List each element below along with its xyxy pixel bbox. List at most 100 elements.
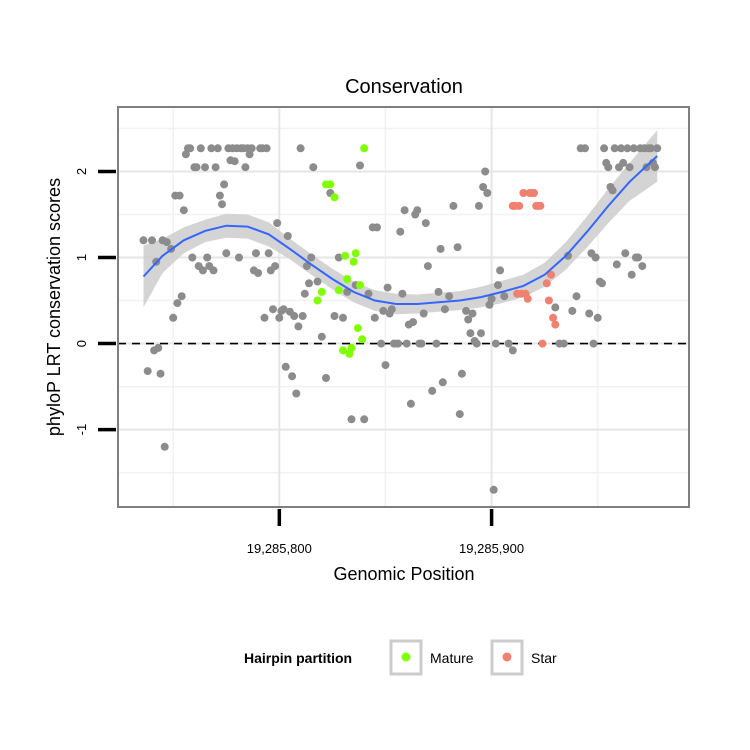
legend-marker-mature [401, 652, 411, 662]
point-other [551, 303, 560, 312]
point-other [434, 287, 443, 296]
point-star [530, 189, 538, 197]
point-other [360, 415, 369, 424]
point-other [468, 309, 477, 318]
point-other [417, 339, 426, 348]
point-other [162, 238, 171, 247]
point-mature [326, 180, 335, 189]
point-star [519, 189, 528, 197]
point-other [296, 144, 305, 153]
point-other [283, 232, 292, 240]
point-other [494, 281, 502, 290]
point-star [536, 201, 545, 210]
point-other [179, 206, 188, 215]
legend: Hairpin partition Mature Star [244, 639, 557, 676]
point-other [322, 374, 330, 382]
point-other [201, 163, 209, 172]
point-other [400, 206, 409, 215]
point-other [373, 223, 381, 232]
point-other [436, 244, 445, 253]
point-other [462, 306, 471, 315]
point-mature [313, 296, 322, 305]
point-other [445, 292, 454, 301]
point-other [181, 150, 190, 159]
point-other [589, 339, 598, 348]
y-tick-label: 0 [74, 340, 89, 347]
point-other [381, 361, 390, 370]
point-other [421, 219, 430, 228]
point-star [523, 294, 532, 303]
confidence-band [143, 130, 658, 315]
point-other [619, 158, 628, 167]
point-mature [349, 257, 358, 266]
point-mature [341, 251, 350, 260]
point-other [334, 253, 343, 262]
point-other [394, 339, 403, 348]
point-other [489, 485, 498, 494]
point-other [491, 339, 500, 348]
point-other [364, 289, 373, 298]
point-other [464, 315, 473, 324]
point-other [449, 201, 458, 210]
point-other [638, 262, 647, 271]
point-other [292, 389, 301, 398]
point-other [203, 253, 212, 262]
confidence-band-area [143, 130, 658, 315]
y-axis-title: phyloP LRT conservation scores [44, 178, 64, 436]
point-other [313, 277, 322, 286]
point-other [496, 266, 505, 275]
legend-label-star: Star [531, 650, 557, 666]
point-other [585, 309, 594, 318]
x-axis: 19,285,800 19,285,900 [247, 509, 524, 556]
point-star [549, 313, 558, 322]
point-other [198, 266, 207, 275]
point-other [598, 279, 606, 288]
point-other [288, 372, 297, 381]
point-other [264, 249, 273, 258]
point-mature [345, 349, 354, 358]
point-other [508, 346, 517, 355]
point-other [260, 313, 269, 322]
point-other [215, 191, 224, 200]
point-other [593, 313, 602, 322]
point-other [377, 339, 386, 348]
point-other [139, 236, 148, 245]
point-other [610, 144, 619, 153]
point-mature [330, 193, 339, 202]
point-other [600, 144, 609, 153]
point-other [177, 292, 186, 301]
point-star [542, 279, 551, 288]
panel-border [117, 106, 690, 508]
point-other [317, 332, 326, 341]
point-star [544, 296, 553, 305]
point-other [406, 399, 415, 408]
point-other [207, 144, 216, 153]
point-other [169, 313, 178, 322]
point-other [564, 251, 572, 260]
point-other [438, 378, 447, 387]
point-other [409, 318, 418, 327]
point-mature [339, 346, 347, 355]
point-other [305, 279, 313, 288]
legend-label-mature: Mature [430, 650, 474, 666]
point-other [211, 163, 220, 172]
point-mature [360, 144, 369, 153]
point-other [175, 191, 184, 200]
point-other [440, 305, 449, 314]
point-other [173, 299, 182, 308]
point-other [302, 262, 311, 271]
x-axis-title: Genomic Position [333, 564, 474, 584]
point-other [269, 305, 277, 314]
point-other [474, 201, 483, 210]
point-other [423, 262, 432, 271]
point-other [281, 362, 290, 371]
point-other [241, 163, 250, 172]
point-star [551, 320, 560, 329]
point-other [300, 289, 309, 298]
point-star [538, 339, 547, 348]
point-other [612, 260, 621, 269]
point-star [515, 201, 524, 210]
point-other [218, 200, 226, 209]
point-other [156, 369, 165, 378]
point-other [188, 253, 197, 262]
